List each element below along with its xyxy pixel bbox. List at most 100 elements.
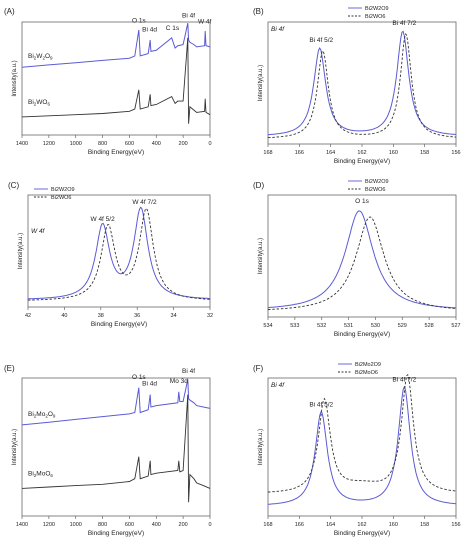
x-tick-label: 400 [152, 141, 161, 147]
x-tick-label: 600 [125, 141, 134, 147]
legend-entry: Bi2WO6 [51, 195, 71, 201]
series-line-bi2mo2o9 [267, 385, 457, 505]
y-axis-label: Intensity(a.u.) [12, 429, 18, 465]
peak-annotation: W 4f 7/2 [132, 199, 157, 206]
x-tick-label: 600 [125, 522, 134, 528]
series-line-bi2wo6 [21, 37, 211, 124]
panel-d: (D) 534 533 532 531 530 529 528 527 Binding Energ… [253, 179, 461, 338]
panel-e: (E) 1400 1200 1000 800 600 400 200 0 Binding Ener… [4, 364, 212, 537]
series-line-bi2wo6 [28, 207, 210, 301]
peak-annotation: Bi 4f 7/2 [392, 377, 416, 384]
x-axis-label: Binding Energy(eV) [91, 321, 147, 328]
region-label: Bi 4f [271, 26, 285, 33]
x-tick-label: 200 [179, 141, 188, 147]
x-tick-label: 0 [208, 522, 211, 528]
x-tick-label: 164 [326, 150, 335, 156]
panel-label: (B) [253, 7, 264, 16]
series-line-bi2mo2o9 [21, 379, 211, 426]
x-tick-label: 162 [357, 150, 366, 156]
peak-annotation: Bi 4f [182, 13, 195, 20]
legend-entry: Bi2W2O9 [51, 187, 75, 193]
panel-label: (F) [253, 364, 264, 373]
x-tick-label: 168 [263, 150, 272, 156]
peak-annotation: O 1s [355, 198, 369, 205]
peak-annotation: Bi 4f 5/2 [309, 401, 333, 408]
x-tick-label: 168 [263, 522, 272, 528]
peak-annotation: Mo 3d [170, 378, 188, 385]
legend-entry: Bi2Mo2O9 [355, 362, 381, 368]
plot-frame [21, 21, 211, 136]
x-tick-label: 0 [208, 141, 211, 147]
x-axis-label: Binding Energy(eV) [334, 331, 390, 338]
x-tick-label: 162 [357, 522, 366, 528]
x-tick-label: 1400 [16, 141, 28, 147]
series-line-bi2moo6 [267, 373, 457, 493]
x-tick-label: 1400 [16, 522, 28, 528]
x-axis-label: Binding Energy(eV) [88, 149, 144, 156]
x-tick-label: 1200 [43, 522, 55, 528]
series-label: Bi2Mo2O9 [28, 411, 56, 419]
x-tick-label: 160 [389, 150, 398, 156]
y-axis-label: Intensity(a.u.) [12, 60, 18, 96]
peak-annotation: Bi 4f 7/2 [392, 20, 416, 27]
legend-entry: Bi2W2O9 [365, 6, 389, 12]
series-label: Bi2MoO6 [28, 470, 53, 478]
panel-label: (E) [4, 364, 15, 373]
region-label: W 4f [31, 228, 46, 235]
series-line-bi2moo6 [21, 394, 211, 503]
panel-label: (A) [4, 7, 15, 16]
series-line-bi2w2o9 [27, 206, 210, 300]
peak-annotation: C 1s [166, 25, 180, 32]
series-line-bi2w2o9 [267, 30, 457, 136]
peak-annotation: Bi 4d [142, 26, 157, 33]
x-axis-label: Binding Energy(eV) [334, 158, 390, 165]
x-tick-label: 158 [420, 522, 429, 528]
x-tick-label: 1000 [70, 141, 82, 147]
x-tick-label: 42 [25, 313, 31, 319]
series-line-bi2w2o9 [268, 210, 457, 309]
peak-annotation: O 1s [132, 17, 146, 24]
x-tick-label: 166 [295, 150, 304, 156]
peak-annotation: Bi 4d [142, 381, 157, 388]
x-tick-label: 800 [98, 141, 107, 147]
x-tick-label: 530 [371, 323, 380, 329]
series-line-bi2wo6 [268, 33, 457, 139]
peak-annotation: W 4f 5/2 [91, 216, 116, 223]
panel-a: (A) 1400 1200 1000 800 600 400 200 0 Binding Ener… [4, 7, 212, 156]
peak-annotation: W 4f [198, 18, 212, 25]
x-tick-label: 156 [451, 150, 460, 156]
x-tick-label: 38 [98, 313, 104, 319]
x-tick-label: 800 [98, 522, 107, 528]
peak-annotation: O 1s [132, 374, 146, 381]
panel-label: (C) [8, 181, 19, 190]
y-axis-label: Intensity(a.u.) [258, 65, 264, 101]
plot-frame [27, 194, 211, 308]
x-tick-label: 532 [317, 323, 326, 329]
series-line-bi2w2o9 [21, 22, 211, 68]
x-tick-label: 200 [179, 522, 188, 528]
x-tick-label: 400 [152, 522, 161, 528]
x-tick-label: 156 [451, 522, 460, 528]
x-tick-label: 534 [263, 323, 272, 329]
legend-entry: Bi2WO6 [365, 14, 385, 20]
y-axis-label: Intensity(a.u.) [18, 233, 24, 269]
peak-annotation: Bi 4f 5/2 [309, 37, 333, 44]
x-tick-label: 527 [451, 323, 460, 329]
y-axis-label: Intensity(a.u.) [258, 238, 264, 274]
x-axis-label: Binding Energy(eV) [334, 530, 390, 537]
legend-entry: Bi2WO6 [365, 187, 385, 193]
panel-label: (D) [253, 181, 264, 190]
panel-f: (F) 168 166 164 162 160 158 156 Binding Energy(e… [253, 362, 461, 537]
x-tick-label: 1000 [70, 522, 82, 528]
x-tick-label: 32 [207, 313, 213, 319]
panel-c: (C) 42 40 38 36 34 32 Binding Energy(eV) Intensi… [8, 181, 213, 328]
series-label: Bi2WO6 [28, 99, 51, 107]
legend-entry: Bi2MoO6 [355, 370, 378, 376]
plot-frame [267, 194, 457, 318]
series-label: Bi2W2O9 [28, 53, 53, 61]
x-tick-label: 529 [398, 323, 407, 329]
panel-b: (B) 168 166 164 162 160 158 156 Binding Energy(e… [253, 6, 461, 165]
plot-frame [267, 21, 457, 145]
x-tick-label: 1200 [43, 141, 55, 147]
